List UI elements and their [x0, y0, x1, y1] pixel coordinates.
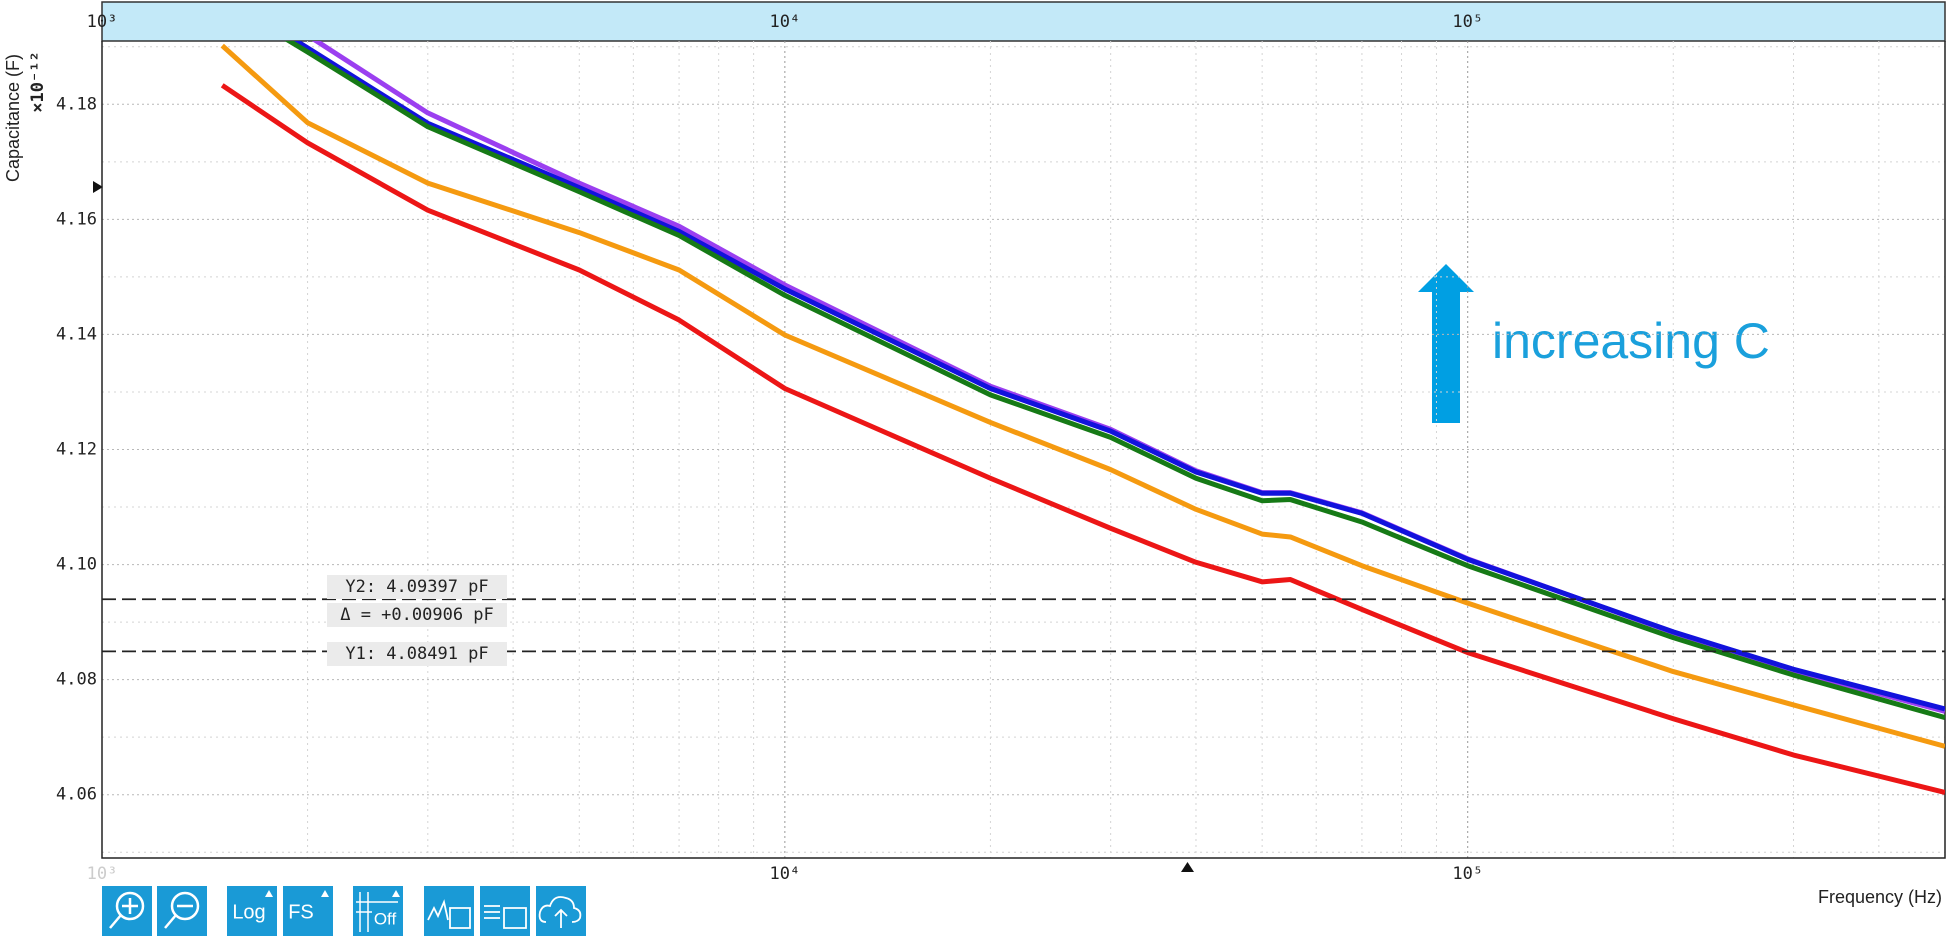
y-tick-label: 4.14 — [56, 324, 97, 344]
grid — [102, 41, 1945, 858]
axis-frame — [101, 41, 1946, 859]
cursor-label-box — [327, 642, 507, 666]
button-label: Off — [374, 909, 397, 928]
y-multiplier: ×10⁻¹² — [28, 51, 48, 112]
y-axis-label: Capacitance (F) — [3, 54, 23, 182]
icon — [170, 891, 200, 921]
series-line — [220, 43, 1945, 749]
y-tick-label: 4.18 — [56, 94, 97, 114]
top-tick-label: 10³ — [87, 12, 118, 32]
button-label: FS — [288, 901, 314, 923]
plot-lines — [220, 41, 1945, 795]
icon — [356, 892, 398, 932]
x-axis-label: Frequency (Hz) — [1818, 887, 1942, 907]
x-tick-label: 10⁴ — [769, 864, 800, 884]
cursor-label-box — [327, 603, 507, 627]
cursor-label: Y1: 4.08491 pF — [345, 644, 488, 664]
icon — [321, 890, 329, 897]
top-tick-label: 10⁴ — [769, 12, 800, 32]
icon — [164, 904, 193, 929]
x-tick-label: 10⁵ — [1452, 864, 1483, 884]
y-tick-label: 4.10 — [56, 555, 97, 575]
x-pointer — [1181, 862, 1194, 872]
toolbar: Log FS Off — [102, 886, 586, 936]
icon — [109, 898, 138, 929]
icon — [538, 896, 582, 928]
y-tick-label: 4.16 — [56, 209, 97, 229]
series-line — [220, 83, 1945, 795]
icon — [427, 899, 471, 929]
series-line — [284, 41, 1945, 721]
icon — [265, 890, 273, 897]
cursor-label-box — [327, 575, 507, 599]
top-axis-bar — [101, 1, 1946, 42]
top-tick-label: 10⁵ — [1452, 12, 1483, 32]
cursor-label: Δ = +0.00906 pF — [340, 605, 494, 625]
annotation-arrow — [1418, 264, 1474, 423]
y-tick-label: 4.06 — [56, 785, 97, 805]
y-pointer — [93, 181, 103, 193]
icon — [392, 890, 400, 897]
series-line — [291, 41, 1945, 712]
icon — [115, 891, 145, 921]
x-tick-label: 10³ — [87, 864, 118, 884]
y-tick-label: 4.08 — [56, 670, 97, 690]
cursor-label: Y2: 4.09397 pF — [345, 577, 488, 597]
annotation: increasing C — [1492, 313, 1770, 369]
icon — [484, 905, 527, 929]
y-tick-label: 4.12 — [56, 440, 97, 460]
button-label: Log — [232, 901, 265, 923]
